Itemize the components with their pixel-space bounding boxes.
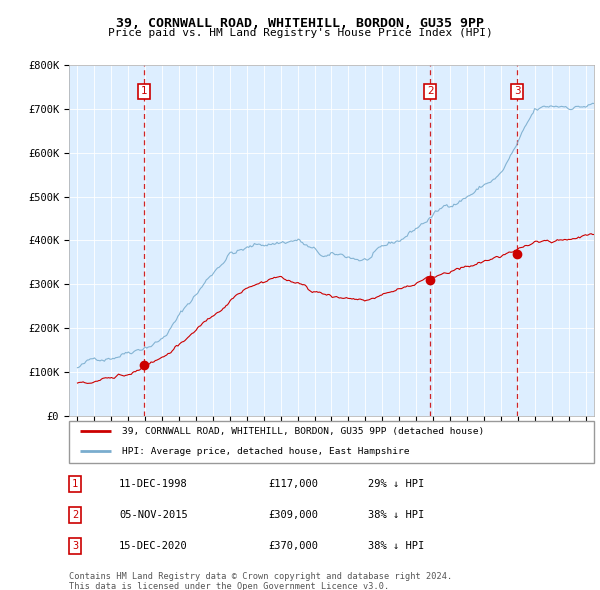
Text: 1: 1 bbox=[72, 478, 79, 489]
Text: 15-DEC-2020: 15-DEC-2020 bbox=[119, 541, 188, 551]
Text: 2: 2 bbox=[427, 86, 434, 96]
Text: 38% ↓ HPI: 38% ↓ HPI bbox=[368, 510, 425, 520]
Text: Price paid vs. HM Land Registry's House Price Index (HPI): Price paid vs. HM Land Registry's House … bbox=[107, 28, 493, 38]
Text: Contains HM Land Registry data © Crown copyright and database right 2024.: Contains HM Land Registry data © Crown c… bbox=[69, 572, 452, 581]
Text: £309,000: £309,000 bbox=[269, 510, 319, 520]
Text: This data is licensed under the Open Government Licence v3.0.: This data is licensed under the Open Gov… bbox=[69, 582, 389, 590]
Text: 2: 2 bbox=[72, 510, 79, 520]
Text: £117,000: £117,000 bbox=[269, 478, 319, 489]
Text: 05-NOV-2015: 05-NOV-2015 bbox=[119, 510, 188, 520]
Text: 39, CORNWALL ROAD, WHITEHILL, BORDON, GU35 9PP (detached house): 39, CORNWALL ROAD, WHITEHILL, BORDON, GU… bbox=[121, 427, 484, 436]
Text: 29% ↓ HPI: 29% ↓ HPI bbox=[368, 478, 425, 489]
Text: 11-DEC-1998: 11-DEC-1998 bbox=[119, 478, 188, 489]
Text: £370,000: £370,000 bbox=[269, 541, 319, 551]
Text: 39, CORNWALL ROAD, WHITEHILL, BORDON, GU35 9PP: 39, CORNWALL ROAD, WHITEHILL, BORDON, GU… bbox=[116, 17, 484, 30]
Text: 1: 1 bbox=[141, 86, 148, 96]
Text: 3: 3 bbox=[514, 86, 520, 96]
Text: HPI: Average price, detached house, East Hampshire: HPI: Average price, detached house, East… bbox=[121, 447, 409, 455]
Text: 3: 3 bbox=[72, 541, 79, 551]
Text: 38% ↓ HPI: 38% ↓ HPI bbox=[368, 541, 425, 551]
